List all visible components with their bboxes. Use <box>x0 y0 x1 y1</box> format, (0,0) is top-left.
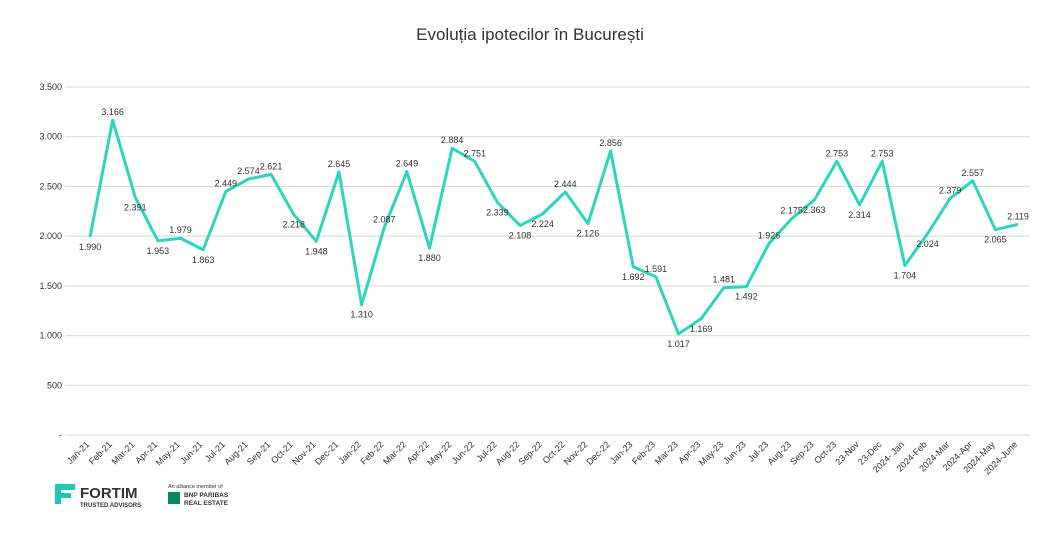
x-tick-label: Feb-21 <box>87 439 114 466</box>
x-tick-label: Nov-21 <box>290 439 318 467</box>
data-label: 2.753 <box>871 148 894 158</box>
y-tick-label: 3.000 <box>39 132 62 142</box>
data-label: 2.119 <box>1007 211 1029 221</box>
data-label: 2.108 <box>509 230 532 240</box>
y-tick-label: 2.500 <box>39 181 62 191</box>
data-label: 2.126 <box>577 229 600 239</box>
data-label: 2.645 <box>328 159 351 169</box>
data-label: 2.751 <box>464 148 487 158</box>
data-label: 2.884 <box>441 135 464 145</box>
data-label: 1.591 <box>645 264 668 274</box>
data-label: 2.024 <box>916 239 939 249</box>
x-tick-label: Dec-22 <box>584 439 612 467</box>
x-tick-label: Jun-23 <box>721 439 748 466</box>
x-tick-label: Aug-21 <box>222 439 250 467</box>
logo-alliance: An alliance member of <box>168 484 223 490</box>
x-tick-label: May-21 <box>154 439 182 467</box>
x-tick-label: Jun-21 <box>178 439 205 466</box>
x-tick-label: Aug-23 <box>765 439 793 467</box>
data-label: 2.379 <box>939 185 962 195</box>
data-label: 1.863 <box>192 255 215 265</box>
y-tick-label: - <box>59 430 62 440</box>
data-label: 2.391 <box>124 202 147 212</box>
logo-icon <box>55 484 61 504</box>
x-tick-label: Mar-21 <box>109 439 136 466</box>
data-label: 1.880 <box>418 253 441 263</box>
data-label: 1.169 <box>690 324 713 334</box>
logo-tagline: TRUSTED ADVISORS <box>80 503 141 509</box>
y-tick-label: 1.500 <box>39 281 62 291</box>
data-label: 2.218 <box>282 219 305 229</box>
x-tick-label: Sep-23 <box>788 439 816 467</box>
x-tick-label: Sep-22 <box>516 439 544 467</box>
logo: FORTIM TRUSTED ADVISORS An alliance memb… <box>55 484 229 509</box>
x-tick-label: Mar-22 <box>381 439 408 466</box>
data-label: 2.175 <box>780 206 803 216</box>
x-tick-label: May-22 <box>425 439 453 467</box>
y-tick-label: 3.500 <box>39 82 62 92</box>
data-label: 1.948 <box>305 246 328 256</box>
data-label: 1.704 <box>894 271 917 281</box>
x-tick-label: Nov-22 <box>562 439 590 467</box>
logo-partner: REAL ESTATE <box>184 500 229 507</box>
data-label: 2.856 <box>599 138 622 148</box>
x-tick-label: May-23 <box>697 439 725 467</box>
data-label: 2.363 <box>803 205 826 215</box>
y-tick-label: 2.000 <box>39 231 62 241</box>
logo-name: FORTIM <box>80 485 138 502</box>
data-label: 1.979 <box>169 225 192 235</box>
data-label: 2.557 <box>961 168 984 178</box>
data-label: 2.224 <box>531 219 554 229</box>
data-label: 2.649 <box>396 159 419 169</box>
data-label: 1.953 <box>147 246 170 256</box>
logo-icon <box>168 492 180 504</box>
logo-partner: BNP PARIBAS <box>184 492 229 499</box>
x-tick-label: Jan-21 <box>65 439 92 466</box>
data-label: 1.310 <box>350 310 373 320</box>
data-label: 2.087 <box>373 214 396 224</box>
x-tick-label: Mar-23 <box>653 439 680 466</box>
x-tick-label: Jan-23 <box>608 439 635 466</box>
logo-icon <box>61 484 75 490</box>
data-label: 2.449 <box>215 178 238 188</box>
y-tick-label: 500 <box>47 380 62 390</box>
x-tick-label: Dec-21 <box>313 439 341 467</box>
data-label: 1.017 <box>667 339 690 349</box>
x-tick-label: Jan-22 <box>336 439 363 466</box>
data-label: 1.481 <box>712 275 735 285</box>
data-label: 2.065 <box>984 235 1007 245</box>
data-line <box>88 118 1019 336</box>
x-tick-label: Aug-22 <box>494 439 522 467</box>
chart-title: Evoluția ipotecilor în București <box>416 25 644 44</box>
data-label: 2.621 <box>260 161 283 171</box>
data-label: 1.492 <box>735 292 758 302</box>
data-label: 1.926 <box>758 231 781 241</box>
logo-icon <box>61 493 71 498</box>
x-tick-label: 23-Nov <box>833 439 861 467</box>
data-label: 2.753 <box>826 148 849 158</box>
x-tick-label: Feb-22 <box>358 439 385 466</box>
x-tick-label: Jun-22 <box>450 439 477 466</box>
x-tick-label: Feb-23 <box>630 439 657 466</box>
data-label: 2.339 <box>486 207 509 217</box>
data-label: 2.574 <box>237 166 260 176</box>
data-label: 2.314 <box>848 210 871 220</box>
data-label: 1.990 <box>79 242 102 252</box>
data-label: 3.166 <box>101 107 124 117</box>
x-tick-label: Sep-21 <box>245 439 273 467</box>
y-tick-label: 1.000 <box>39 331 62 341</box>
data-label: 1.692 <box>622 272 645 282</box>
data-label: 2.444 <box>554 179 577 189</box>
